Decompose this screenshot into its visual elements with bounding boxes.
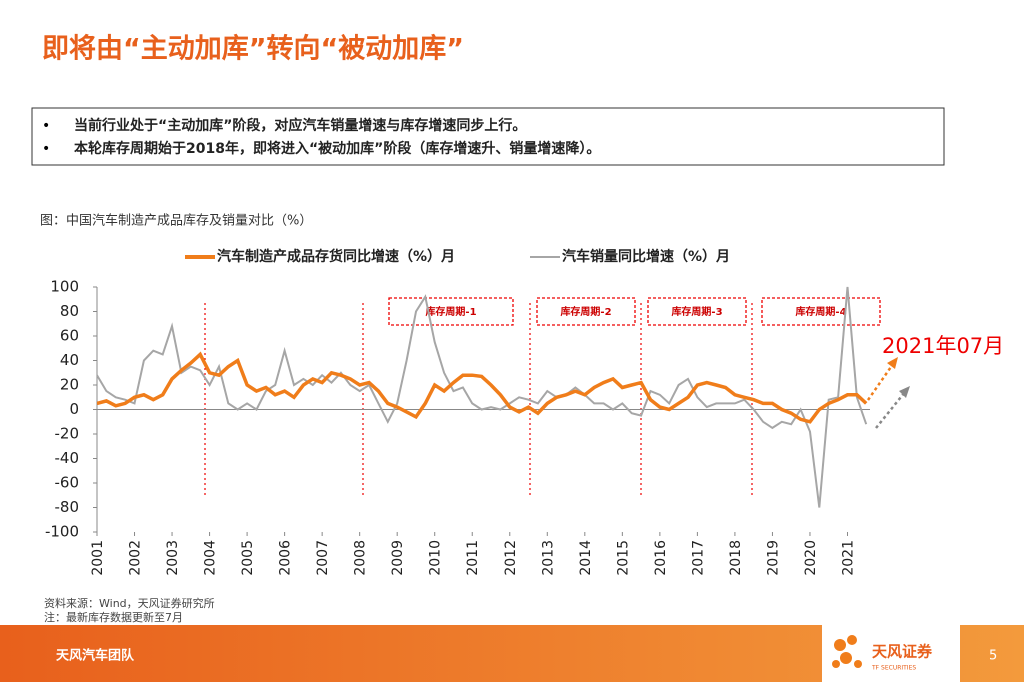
x-tick-label: 2006 bbox=[278, 540, 294, 576]
x-tick-label: 2019 bbox=[765, 540, 781, 576]
bullet: 当前行业处于“主动加库”阶段，对应汽车销量增速与库存增速同步上行。 bbox=[74, 117, 526, 134]
logo-en: TF SECURITIES bbox=[871, 665, 916, 672]
cycle-label: 库存周期-2 bbox=[560, 305, 611, 318]
x-tick-label: 2001 bbox=[90, 540, 106, 576]
trend-arrow bbox=[866, 363, 895, 401]
series-line bbox=[97, 351, 868, 424]
bullet-box bbox=[31, 107, 945, 166]
y-tick-label: 60 bbox=[60, 327, 79, 345]
y-tick-label: 100 bbox=[50, 278, 79, 296]
chart-title: 图：中国汽车制造产成品库存及销量对比（%） bbox=[40, 213, 312, 229]
date-annotation: 2021年07月 bbox=[882, 334, 1004, 358]
bullet-dot: • bbox=[42, 141, 50, 157]
footer-team: 天风汽车团队 bbox=[56, 648, 135, 664]
x-tick-label: 2013 bbox=[540, 540, 556, 576]
x-tick-label: 2017 bbox=[690, 540, 706, 576]
x-tick-label: 2008 bbox=[353, 540, 369, 576]
x-tick-label: 2003 bbox=[165, 540, 181, 576]
cycle-lines bbox=[204, 303, 753, 495]
x-tick-label: 2010 bbox=[428, 540, 444, 576]
logo-mark bbox=[832, 635, 862, 668]
x-tick-label: 2016 bbox=[653, 540, 669, 576]
x-tick-label: 2014 bbox=[578, 540, 594, 576]
y-tick-label: -100 bbox=[45, 523, 79, 541]
x-tick-label: 2002 bbox=[128, 540, 144, 576]
series-line bbox=[97, 286, 868, 508]
page-number: 5 bbox=[989, 649, 997, 664]
cycle-boxes bbox=[388, 297, 881, 326]
y-tick-label: -20 bbox=[55, 425, 80, 443]
legend-label: 汽车制造产成品存货同比增速（%）月 bbox=[217, 248, 455, 265]
slide-title: 即将由“主动加库”转向“被动加库” bbox=[42, 33, 464, 65]
cycle-label: 库存周期-4 bbox=[795, 305, 846, 318]
bullet: 本轮库存周期始于2018年，即将进入“被动加库”阶段（库存增速升、销量增速降）。 bbox=[74, 140, 600, 157]
x-tick-label: 2004 bbox=[203, 540, 219, 576]
y-tick-label: -80 bbox=[55, 498, 80, 516]
x-tick-label: 2012 bbox=[503, 540, 519, 576]
cycle-label: 库存周期-1 bbox=[425, 305, 476, 318]
x-tick-label: 2020 bbox=[803, 540, 819, 576]
source: 资料来源：Wind，天风证券研究所 bbox=[44, 596, 215, 610]
y-tick-label: -40 bbox=[55, 449, 80, 467]
bullet-dot: • bbox=[42, 118, 50, 134]
y-tick-label: 40 bbox=[60, 351, 79, 369]
logo-text: 天风证券 bbox=[872, 643, 933, 661]
trend-arrow bbox=[875, 391, 906, 429]
legend-label: 汽车销量同比增速（%）月 bbox=[562, 248, 730, 265]
x-tick-label: 2015 bbox=[615, 540, 631, 576]
x-tick-label: 2011 bbox=[465, 540, 481, 576]
note: 注：最新库存数据更新至7月 bbox=[44, 610, 183, 624]
x-tick-label: 2007 bbox=[315, 540, 331, 576]
arrow-head bbox=[887, 357, 898, 369]
y-tick-label: 0 bbox=[69, 400, 79, 418]
y-tick-label: 20 bbox=[60, 376, 79, 394]
cycle-label: 库存周期-3 bbox=[671, 305, 722, 318]
x-tick-label: 2018 bbox=[728, 540, 744, 576]
y-tick-label: -60 bbox=[55, 474, 80, 492]
arrow-head bbox=[899, 386, 910, 398]
x-tick-label: 2021 bbox=[840, 540, 856, 576]
y-tick-label: 80 bbox=[60, 302, 79, 320]
x-tick-label: 2005 bbox=[240, 540, 256, 576]
x-tick-label: 2009 bbox=[390, 540, 406, 576]
